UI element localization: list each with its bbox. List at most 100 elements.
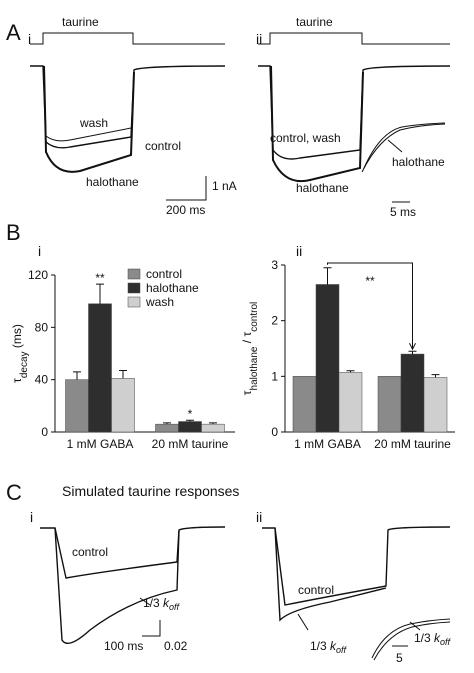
bar (377, 376, 402, 433)
sub-label: ii (256, 509, 262, 525)
y-axis-label-part: halothane (249, 346, 260, 390)
control-trace (262, 526, 451, 606)
scale-bar (166, 176, 207, 201)
y-axis-label-part: (ms) (10, 324, 24, 351)
trace-label: 1/3 koff (414, 631, 452, 647)
bar (400, 353, 425, 433)
panel-title: Simulated taurine responses (62, 483, 239, 499)
y-axis-label-part: control (249, 302, 260, 332)
error-bar (186, 419, 194, 422)
arrow (297, 613, 309, 631)
arrow (139, 597, 151, 606)
significance: ** (95, 271, 105, 285)
halothane-trace (270, 65, 364, 182)
inset-trace (363, 122, 446, 169)
trace-label: control, wash (270, 131, 341, 145)
bar (292, 376, 317, 433)
x-tick-label: 20 mM taurine (152, 437, 229, 451)
sub-label: i (38, 243, 41, 259)
legend-swatch (127, 282, 141, 294)
arrow (409, 621, 421, 631)
trace-label: 1/3 koff (310, 639, 348, 655)
halothane-trace (43, 65, 135, 173)
bracket (327, 262, 413, 349)
arrow (387, 139, 403, 153)
scale-label: 5 (396, 651, 403, 665)
trace-label: halothane (392, 155, 445, 169)
bar (423, 377, 448, 433)
significance: * (188, 407, 193, 421)
trace-label: control (145, 139, 181, 153)
legend-label: wash (145, 295, 174, 309)
error-bar (431, 374, 440, 378)
y-axis-label-part: / (240, 337, 254, 347)
error-bar (163, 422, 171, 425)
koff-trace (54, 527, 180, 644)
scale-label: 200 ms (166, 203, 205, 217)
sub-label: i (28, 31, 31, 47)
bar (315, 284, 340, 433)
bar (155, 423, 179, 433)
y-tick-label: 2 (271, 314, 278, 328)
y-tick-label: 1 (271, 369, 278, 383)
error-bar (346, 370, 355, 373)
control-trace (30, 65, 226, 149)
y-tick-label: 3 (271, 258, 278, 272)
legend-label: control (146, 267, 182, 281)
sub-label: i (30, 509, 33, 525)
legend-swatch (127, 296, 141, 308)
y-axis-label: τhalothane / τcontrol (240, 302, 260, 395)
scale-label: 1 nA (212, 179, 237, 193)
significance: ** (365, 274, 375, 288)
error-bar (73, 371, 81, 380)
panel-label: C (6, 480, 22, 505)
bar (88, 303, 112, 433)
y-tick-label: 40 (35, 373, 49, 387)
bar (111, 378, 135, 433)
panel-label: B (6, 220, 21, 245)
control-trace (40, 526, 226, 579)
y-tick-label: 0 (271, 425, 278, 439)
y-axis-label-part: τ (10, 378, 24, 383)
scale-label: 100 ms (104, 639, 143, 653)
scale-label: 0.02 (164, 639, 188, 653)
inset-trace (361, 123, 446, 173)
sub-label: ii (256, 31, 262, 47)
error-bar (96, 283, 104, 304)
y-axis-label-part: τ (240, 390, 254, 395)
bar (178, 421, 202, 433)
error-bar (408, 350, 417, 355)
koff-trace (274, 527, 387, 622)
y-tick-label: 0 (41, 425, 48, 439)
inset-trace (371, 618, 451, 659)
trace-label: control (298, 583, 334, 597)
stimulus-label: taurine (296, 15, 333, 29)
trace-label: halothane (86, 175, 139, 189)
inset-trace (373, 621, 451, 661)
control-trace (258, 65, 451, 160)
y-tick-label: 80 (35, 320, 49, 334)
stimulus-label: taurine (62, 15, 99, 29)
y-tick-label: 120 (28, 268, 48, 282)
bracket-arrow (409, 343, 416, 351)
trace-label: control (72, 545, 108, 559)
legend-label: halothane (146, 281, 199, 295)
legend-swatch (127, 268, 141, 280)
error-bar (323, 267, 332, 285)
error-bar (209, 422, 217, 425)
bar (65, 379, 89, 433)
bar (338, 372, 363, 433)
error-bar (119, 370, 127, 379)
y-axis-label-part: τ (240, 332, 254, 337)
scale-bar (142, 620, 161, 637)
x-tick-label: 20 mM taurine (374, 437, 451, 451)
bar (201, 423, 225, 433)
trace-label: 1/3 koff (143, 596, 181, 612)
x-tick-label: 1 mM GABA (294, 437, 361, 451)
y-axis-label: τdecay (ms) (10, 324, 30, 383)
x-tick-label: 1 mM GABA (67, 437, 134, 451)
sub-label: ii (296, 243, 302, 259)
trace-label: halothane (296, 181, 349, 195)
scale-label: 5 ms (390, 205, 416, 219)
